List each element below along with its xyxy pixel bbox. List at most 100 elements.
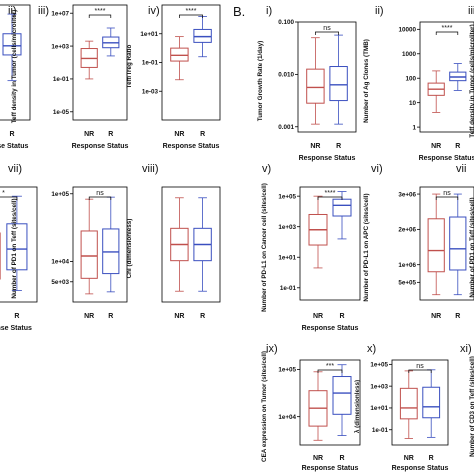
panel-title: viii) bbox=[142, 163, 159, 175]
panel-title: v) bbox=[262, 163, 271, 175]
x-axis-label: Response Status bbox=[302, 325, 359, 332]
y-axis-label: Teff density in Tumor (cells/microliter) bbox=[11, 10, 18, 123]
panel-vi: vi) Number of PD-L1 on APC (sites/cell) 3e… bbox=[363, 163, 474, 320]
y-tick-label: 10000 bbox=[398, 27, 416, 34]
significance-bracket bbox=[317, 196, 343, 200]
y-axis-label: Teff density in Tumor (cells/microliter) bbox=[469, 24, 474, 137]
category-label: R bbox=[336, 143, 341, 150]
category-label: R bbox=[200, 131, 205, 138]
y-tick-label: 10 bbox=[409, 100, 417, 107]
panel-title: i) bbox=[266, 5, 272, 17]
y-tick-label: 1e+05 bbox=[278, 193, 296, 200]
significance-label: **** bbox=[325, 190, 336, 197]
significance-label: **** bbox=[186, 8, 197, 15]
y-axis-label: Tumor Growth Rate (1/day) bbox=[257, 41, 264, 121]
panel-iiiB: iii) Teff density in Tumor (cells/microli… bbox=[468, 5, 474, 138]
category-label: R bbox=[455, 143, 460, 150]
y-tick-label: 3e+06 bbox=[398, 191, 416, 198]
plot-frame bbox=[72, 4, 128, 121]
category-label: NR bbox=[431, 143, 441, 150]
significance-label: ns bbox=[96, 190, 104, 197]
category-label: NR bbox=[174, 313, 184, 320]
category-label: NR bbox=[404, 455, 414, 462]
y-tick-label: 2e+06 bbox=[398, 227, 416, 234]
y-tick-label: 1000 bbox=[402, 51, 417, 58]
y-tick-label: 0.010 bbox=[278, 72, 294, 79]
y-tick-label: 1e+06 bbox=[398, 262, 416, 269]
y-tick-label: 1e-01 bbox=[372, 427, 389, 434]
y-axis-label: Number of PD-L1 on Cancer cell (sites/ce… bbox=[261, 183, 268, 312]
panels-layer: ii) NR R Response Status iii) Teff density in… bbox=[0, 4, 474, 472]
plot-frame bbox=[299, 359, 361, 446]
y-axis-label: Number of PD-L1 on APC (sites/cell) bbox=[363, 193, 370, 301]
box-r bbox=[2, 33, 22, 56]
y-tick-label: 1e+04 bbox=[278, 414, 296, 421]
plot-frame bbox=[161, 4, 221, 121]
category-label: NR bbox=[310, 143, 320, 150]
y-tick-label: 1e+05 bbox=[370, 362, 388, 369]
plot-frame bbox=[0, 186, 38, 303]
y-tick-label: 1e+04 bbox=[51, 259, 69, 266]
y-tick-label: 1e-01 bbox=[280, 285, 297, 292]
panel-viii: viii) Chi (dimensionless) NR R bbox=[126, 163, 221, 320]
plot-frame bbox=[161, 186, 221, 303]
category-label: R bbox=[14, 313, 19, 320]
significance-label: * bbox=[2, 190, 5, 197]
significance-label: ns bbox=[416, 363, 424, 370]
x-axis-label: Response Status bbox=[0, 143, 29, 150]
y-tick-label: 1e+03 bbox=[278, 224, 296, 231]
significance-label: *** bbox=[326, 363, 334, 370]
y-tick-label: 1e+01 bbox=[140, 31, 158, 38]
x-axis-label: Response Status bbox=[302, 465, 359, 472]
y-axis-label: Number of PD1 on Teff (sites/cell) bbox=[469, 197, 474, 297]
category-label: NR bbox=[84, 131, 94, 138]
significance-bracket bbox=[179, 14, 203, 18]
y-axis-label: Number of CD3 on Teff (sites/cell) bbox=[469, 356, 474, 457]
x-axis-label: Response Status bbox=[299, 155, 356, 162]
box-r bbox=[193, 28, 212, 43]
significance-bracket bbox=[88, 14, 112, 18]
y-tick-label: 1e-05 bbox=[53, 109, 70, 116]
significance-bracket bbox=[317, 369, 343, 373]
panel-title: ii) bbox=[375, 5, 384, 17]
panel-iiB: ii) Number of Ag Clones (TMB) 10000 1000 100… bbox=[363, 5, 474, 162]
plot-frame bbox=[299, 186, 361, 301]
box-r bbox=[422, 386, 441, 419]
panel-xi: xi)Number of CD3 on Teff (sites/cell) bbox=[460, 343, 474, 457]
panel-title: vi) bbox=[371, 163, 383, 175]
panel-title: vii bbox=[456, 163, 466, 175]
category-label: R bbox=[200, 313, 205, 320]
y-axis-label: Number of Ag Clones (TMB) bbox=[363, 39, 370, 123]
y-axis-label: Chi (dimensionless) bbox=[126, 219, 133, 279]
plot-frame bbox=[72, 186, 128, 303]
y-tick-label: 1e-03 bbox=[142, 88, 159, 95]
category-label: NR bbox=[313, 455, 323, 462]
significance-label: **** bbox=[442, 25, 453, 32]
category-label: R bbox=[339, 455, 344, 462]
panel-vii_r: vii Number of PD1 on Teff (sites/cell) bbox=[456, 163, 474, 298]
significance-bracket bbox=[88, 196, 112, 200]
y-axis-label: Number of PD1 on Teff (sites/cell) bbox=[11, 198, 18, 298]
box-r bbox=[332, 198, 352, 217]
panel-title: iv) bbox=[148, 5, 160, 17]
section-label: B. bbox=[233, 4, 245, 19]
panel-title: iii) bbox=[38, 5, 49, 17]
panel-title: x) bbox=[367, 343, 376, 355]
panel-ix: ix)CEA expression on Tumor (sites/cell) 1… bbox=[261, 343, 361, 472]
y-tick-label: 1e+03 bbox=[370, 383, 388, 390]
y-tick-label: 0.001 bbox=[278, 124, 294, 131]
y-tick-label: 1e-01 bbox=[53, 76, 70, 83]
y-tick-label: 1 bbox=[412, 124, 416, 131]
y-tick-label: 100 bbox=[405, 75, 416, 82]
category-label: R bbox=[339, 313, 344, 320]
category-label: R bbox=[429, 455, 434, 462]
panel-x: x) λ (dimensionless) 1e+05 1e+03 1e+01 1e-01 N… bbox=[353, 343, 449, 472]
box-r bbox=[329, 66, 348, 102]
box-r bbox=[332, 376, 352, 415]
box-r bbox=[449, 216, 467, 271]
x-axis-label: Response Status bbox=[392, 465, 449, 472]
plot-frame bbox=[391, 359, 449, 446]
y-tick-label: 1e+01 bbox=[278, 254, 296, 261]
